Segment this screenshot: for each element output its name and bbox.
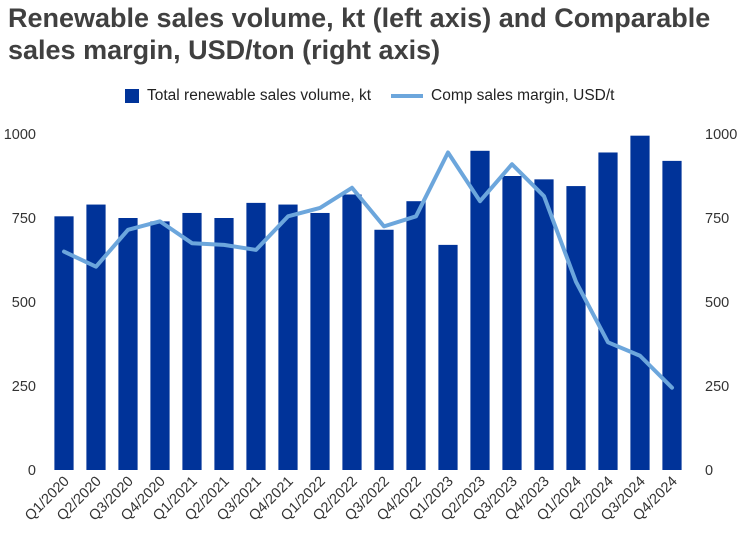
- bar: [438, 244, 458, 470]
- left-axis-tick: 750: [12, 211, 36, 227]
- legend-label-volume: Total renewable sales volume, kt: [147, 87, 372, 104]
- left-axis-tick: 500: [12, 295, 36, 311]
- bar: [118, 218, 138, 470]
- bar: [214, 218, 234, 470]
- bar: [310, 212, 330, 470]
- legend-label-margin: Comp sales margin, USD/t: [431, 87, 615, 104]
- right-axis-tick: 1000: [705, 127, 737, 143]
- bar: [54, 216, 74, 470]
- bar: [470, 150, 490, 471]
- bar: [598, 152, 618, 471]
- legend-item-margin: Comp sales margin, USD/t: [391, 87, 615, 105]
- bar: [86, 204, 106, 470]
- legend-item-volume: Total renewable sales volume, kt: [125, 87, 371, 105]
- left-axis-tick: 250: [12, 379, 36, 395]
- bar: [534, 179, 554, 471]
- bar: [150, 221, 170, 470]
- legend-swatch-margin: [391, 94, 424, 98]
- chart-title: Renewable sales volume, kt (left axis) a…: [8, 3, 711, 65]
- left-axis-tick: 1000: [4, 127, 36, 143]
- right-axis-tick: 0: [705, 463, 713, 479]
- bar: [374, 229, 394, 470]
- bar: [566, 186, 586, 470]
- bar: [182, 212, 202, 470]
- bar: [662, 160, 682, 470]
- bar: [502, 176, 522, 470]
- legend: Total renewable sales volume, kt Comp sa…: [125, 87, 635, 105]
- left-axis-tick: 0: [28, 463, 36, 479]
- legend-swatch-volume: [125, 89, 139, 103]
- bar: [406, 201, 426, 470]
- right-axis-tick: 250: [705, 379, 729, 395]
- right-axis-tick: 500: [705, 295, 729, 311]
- bar: [630, 135, 650, 470]
- bar: [342, 194, 362, 471]
- right-axis-tick: 750: [705, 211, 729, 227]
- margin-line: [62, 150, 674, 390]
- bar: [246, 202, 266, 470]
- bar: [278, 204, 298, 470]
